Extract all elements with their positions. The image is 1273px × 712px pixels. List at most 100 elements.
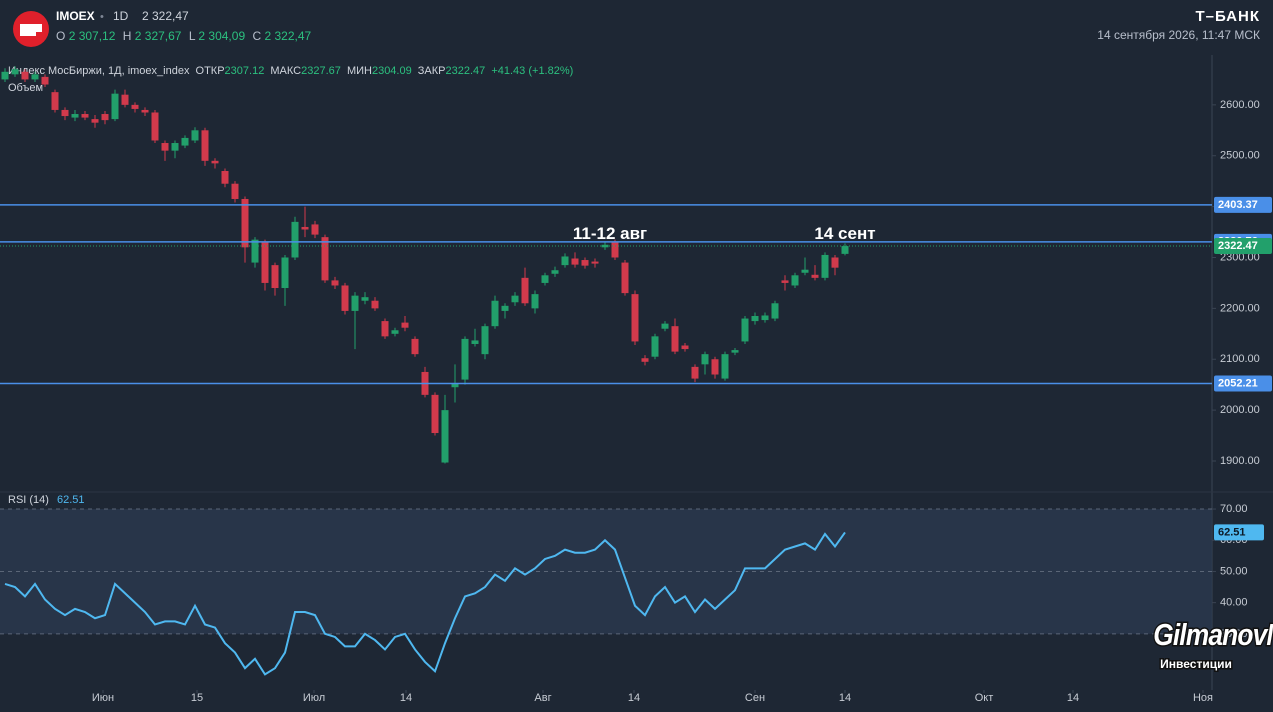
- candle-body: [101, 114, 109, 121]
- candle-body: [261, 242, 269, 283]
- rsi-value: 62.51: [57, 494, 85, 506]
- candle-body: [751, 316, 759, 322]
- rsi-name: RSI (14): [8, 494, 49, 506]
- y-tick-label: 2000.00: [1220, 404, 1260, 416]
- candle-body: [311, 224, 319, 235]
- y-tick-label: 1900.00: [1220, 455, 1260, 467]
- candle-body: [191, 130, 199, 141]
- x-tick-label: Июн: [92, 692, 114, 704]
- price: 2 322,47: [142, 9, 189, 23]
- candle-body: [21, 71, 29, 80]
- y-tick-label: 30.00: [1220, 628, 1248, 640]
- candle-body: [811, 274, 819, 278]
- candle-body: [761, 315, 769, 321]
- candle-body: [791, 275, 799, 286]
- candle-body: [11, 69, 19, 75]
- info-close: 2322.47: [446, 65, 486, 77]
- c-label: C: [252, 29, 261, 43]
- watermark-title: GilmanovMedia: [1153, 618, 1273, 652]
- candle-body: [441, 410, 449, 463]
- ohlc: O 2 307,12 H 2 327,67 L 2 304,09 C 2 322…: [56, 29, 312, 43]
- candle-body: [431, 394, 439, 434]
- candle-body: [131, 104, 139, 109]
- candle-body: [531, 294, 539, 309]
- candle-body: [691, 366, 699, 379]
- info-low: 2304.09: [372, 65, 412, 77]
- info-open: 2307.12: [225, 65, 265, 77]
- interval: 1D: [113, 9, 129, 23]
- candle-body: [681, 345, 689, 350]
- candle-body: [371, 300, 379, 309]
- candle-body: [521, 277, 529, 304]
- candle-body: [231, 183, 239, 199]
- candle-body: [541, 275, 549, 283]
- y-tick-label: 2200.00: [1220, 302, 1260, 314]
- candle-body: [171, 143, 179, 151]
- annotation: 14 сент: [814, 224, 875, 243]
- info-high: 2327.67: [301, 65, 341, 77]
- symbol: IMOEX: [56, 9, 95, 23]
- annotation: 11-12 авг: [573, 224, 647, 243]
- l-label: L: [189, 29, 196, 43]
- candle-body: [661, 323, 669, 329]
- candle-body: [461, 338, 469, 380]
- candle-body: [161, 143, 169, 151]
- candle-body: [621, 262, 629, 294]
- logo-glyph: [20, 24, 42, 36]
- candle-body: [551, 270, 559, 274]
- candle-body: [361, 297, 369, 301]
- info-low-label: МИН: [347, 65, 372, 77]
- separator: •: [100, 11, 104, 23]
- candle-body: [281, 257, 289, 289]
- candle-body: [511, 295, 519, 303]
- candle-body: [581, 260, 589, 266]
- x-tick-label: Ноя: [1193, 692, 1213, 704]
- level-label-bg: [1214, 375, 1272, 392]
- brand: Т–БАНК: [1195, 8, 1260, 25]
- candle-body: [241, 198, 249, 248]
- candle-body: [71, 114, 79, 118]
- candle-body: [821, 254, 829, 278]
- candle-body: [641, 358, 649, 362]
- y-tick-label: 2100.00: [1220, 353, 1260, 365]
- candle-body: [251, 239, 259, 263]
- candle-body: [211, 160, 219, 164]
- x-tick-label: Авг: [534, 692, 551, 704]
- candle-body: [341, 285, 349, 311]
- rsi-value-bg: [1214, 524, 1264, 541]
- x-tick-label: 14: [628, 692, 640, 704]
- candle-body: [571, 258, 579, 265]
- h-label: H: [123, 29, 132, 43]
- plot: 1900.002000.002100.002200.002300.002400.…: [0, 66, 1272, 704]
- rsi-line: [4, 531, 846, 676]
- info-high-label: МАКС: [270, 65, 301, 77]
- candle-body: [741, 318, 749, 342]
- info-name: Индекс МосБиржи, 1Д, imoex_index: [8, 65, 190, 77]
- info-line: Индекс МосБиржи, 1Д, imoex_index ОТКР230…: [8, 65, 573, 77]
- candle-body: [1, 71, 9, 80]
- x-tick-label: Июл: [303, 692, 325, 704]
- current-price-bg: [1214, 238, 1272, 255]
- candle-body: [471, 340, 479, 344]
- candle-body: [181, 137, 189, 146]
- candle-body: [771, 303, 779, 319]
- x-tick-label: Сен: [745, 692, 765, 704]
- info-close-label: ЗАКР: [418, 65, 446, 77]
- candle-body: [41, 76, 49, 85]
- x-tick-label: Окт: [975, 692, 994, 704]
- candle-body: [701, 354, 709, 365]
- candle-body: [91, 119, 99, 123]
- level-label-bg: [1214, 196, 1272, 213]
- y-tick-label: 70.00: [1220, 503, 1248, 515]
- candle-body: [671, 326, 679, 352]
- candle-body: [391, 330, 399, 334]
- candle-body: [651, 336, 659, 357]
- datetime: 14 сентября 2026, 11:47 МСК: [1097, 28, 1260, 42]
- h-value: 2 327,67: [135, 29, 182, 43]
- volume-label: Объем: [8, 82, 43, 94]
- candle-body: [561, 256, 569, 266]
- candle-body: [721, 354, 729, 379]
- candle-body: [611, 242, 619, 258]
- candle-body: [351, 295, 359, 311]
